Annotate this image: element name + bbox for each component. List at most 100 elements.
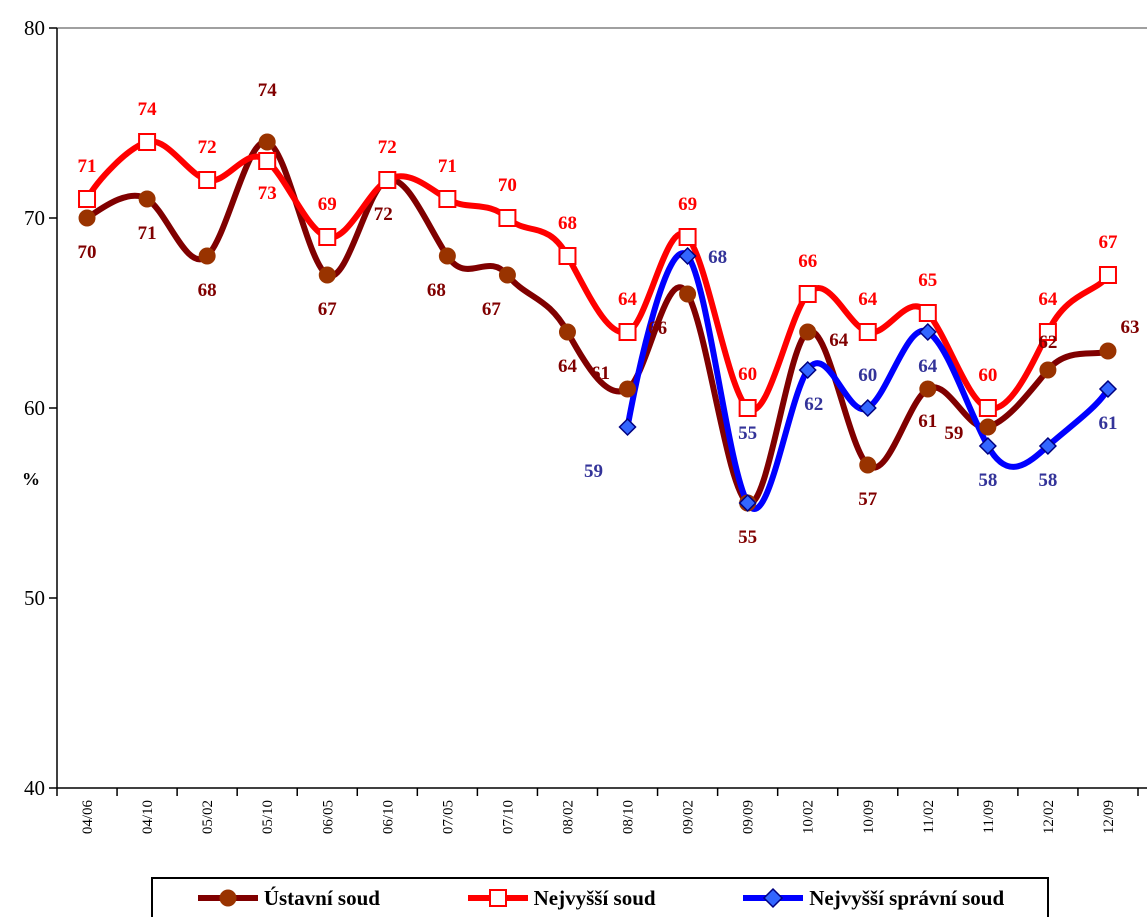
point-ustavni-soud (258, 133, 276, 151)
data-label-nejvyssi-spravni-soud: 58 (978, 470, 997, 491)
data-label-nejvyssi-soud: 72 (378, 137, 397, 158)
x-tick-label: 05/10 (260, 800, 276, 834)
point-nejvyssi-soud (1038, 323, 1057, 341)
point-nejvyssi-soud (438, 190, 457, 208)
point-nejvyssi-soud (318, 228, 337, 246)
data-label-ustavni-soud: 70 (78, 242, 97, 263)
point-ustavni-soud (318, 266, 336, 284)
y-axis-title: % (22, 469, 40, 489)
legend-item-nejvyssi-spravni-soud: Nejvyšší správní soud (741, 886, 1004, 911)
data-label-nejvyssi-soud: 68 (558, 213, 577, 234)
data-label-nejvyssi-spravni-soud: 55 (738, 423, 757, 444)
point-nejvyssi-spravni-soud (1038, 436, 1057, 456)
legend-swatch-nejvyssi-spravni-soud (743, 887, 804, 909)
point-nejvyssi-soud (798, 285, 817, 303)
x-tick-label: 09/09 (741, 800, 757, 834)
legend-label-nejvyssi-soud: Nejvyšší soud (533, 885, 656, 910)
data-label-nejvyssi-soud: 67 (1098, 232, 1118, 253)
data-label-ustavni-soud: 62 (1038, 332, 1057, 353)
data-label-nejvyssi-spravni-soud: 60 (858, 365, 877, 386)
point-ustavni-soud (799, 323, 817, 341)
data-label-ustavni-soud: 68 (198, 280, 217, 301)
point-nejvyssi-spravni-soud (618, 417, 637, 437)
data-label-nejvyssi-soud: 64 (1038, 289, 1058, 310)
legend-label-nejvyssi-spravni-soud: Nejvyšší správní soud (809, 885, 1005, 910)
x-tick-label: 07/05 (440, 800, 456, 834)
point-nejvyssi-soud (978, 399, 997, 417)
data-label-ustavni-soud: 63 (1120, 317, 1139, 338)
x-tick-label: 11/02 (921, 800, 937, 834)
point-ustavni-soud (919, 380, 937, 398)
x-tick-label: 04/10 (140, 800, 156, 834)
data-label-ustavni-soud: 68 (427, 280, 446, 301)
point-nejvyssi-spravni-soud (918, 322, 937, 342)
legend-item-ustavni-soud: Ústavní soud (196, 886, 380, 911)
x-tick-label: 12/02 (1041, 800, 1057, 834)
x-tick-label: 08/02 (560, 800, 576, 834)
point-nejvyssi-spravni-soud (798, 360, 817, 380)
data-label-ustavni-soud: 71 (138, 223, 157, 244)
data-label-nejvyssi-soud: 72 (198, 137, 217, 158)
legend: Ústavní soud Nejvyšší soud Nejvyšší sprá… (151, 877, 1049, 917)
x-tick-label: 10/02 (801, 800, 817, 834)
point-nejvyssi-soud (498, 209, 517, 227)
data-label-nejvyssi-soud: 60 (978, 365, 997, 386)
x-tick-label: 04/06 (80, 800, 96, 835)
data-label-nejvyssi-spravni-soud: 68 (708, 247, 727, 268)
data-label-ustavni-soud: 59 (944, 423, 963, 444)
y-tick-label: 50 (24, 586, 45, 610)
data-label-nejvyssi-soud: 69 (318, 194, 337, 215)
point-ustavni-soud (979, 418, 997, 436)
data-label-ustavni-soud: 64 (558, 356, 578, 377)
point-nejvyssi-soud (258, 152, 277, 170)
data-label-ustavni-soud: 61 (591, 363, 610, 384)
data-label-nejvyssi-spravni-soud: 62 (804, 394, 823, 415)
data-label-nejvyssi-soud: 70 (498, 175, 517, 196)
x-tick-label: 10/09 (861, 800, 877, 834)
data-label-ustavni-soud: 66 (648, 318, 667, 339)
data-label-nejvyssi-spravni-soud: 64 (918, 356, 938, 377)
point-nejvyssi-soud (138, 133, 157, 151)
y-tick-label: 80 (24, 16, 45, 40)
x-tick-label: 11/09 (981, 800, 997, 834)
point-nejvyssi-soud (678, 228, 697, 246)
x-tick-label: 06/10 (380, 800, 396, 834)
x-tick-label: 08/10 (621, 800, 637, 834)
axes: 40 50 60 70 80% 04/06 04/10 05/02 05/10 06/05 06/1… (22, 16, 1147, 834)
data-label-ustavni-soud: 61 (918, 411, 937, 432)
point-nejvyssi-soud (918, 304, 937, 322)
point-nejvyssi-soud (1098, 266, 1117, 284)
x-tick-label: 06/05 (320, 800, 336, 834)
point-nejvyssi-soud (78, 190, 97, 208)
point-ustavni-soud (498, 266, 516, 284)
series-line-nejvyssi-spravni-soud (624, 250, 1111, 512)
point-ustavni-soud (78, 209, 96, 227)
point-nejvyssi-soud (618, 323, 637, 341)
data-label-nejvyssi-soud: 71 (78, 156, 97, 177)
legend-label-ustavni-soud: Ústavní soud (263, 885, 380, 910)
legend-item-nejvyssi-soud: Nejvyšší soud (466, 886, 656, 911)
x-tick-label: 12/09 (1101, 800, 1117, 834)
data-label-nejvyssi-soud: 64 (858, 289, 878, 310)
data-label-ustavni-soud: 55 (738, 527, 757, 548)
point-nejvyssi-spravni-soud (858, 398, 877, 418)
data-label-ustavni-soud: 67 (482, 299, 502, 320)
data-label-ustavni-soud: 72 (374, 204, 393, 225)
point-nejvyssi-soud (198, 171, 217, 189)
data-label-nejvyssi-soud: 69 (678, 194, 697, 215)
point-ustavni-soud (198, 247, 216, 265)
data-label-ustavni-soud: 64 (829, 330, 849, 351)
data-label-nejvyssi-soud: 71 (438, 156, 457, 177)
point-ustavni-soud (619, 380, 637, 398)
point-ustavni-soud (438, 247, 456, 265)
data-label-nejvyssi-soud: 60 (738, 364, 757, 385)
x-tick-label: 09/02 (681, 800, 697, 834)
series-layer (78, 133, 1118, 513)
data-label-ustavni-soud: 74 (258, 80, 278, 101)
point-nejvyssi-spravni-soud (978, 436, 997, 456)
point-nejvyssi-spravni-soud (1098, 379, 1118, 399)
point-nejvyssi-spravni-soud (678, 246, 697, 266)
legend-swatch-ustavni-soud (197, 889, 258, 907)
point-ustavni-soud (679, 285, 697, 303)
data-label-ustavni-soud: 67 (318, 299, 338, 320)
